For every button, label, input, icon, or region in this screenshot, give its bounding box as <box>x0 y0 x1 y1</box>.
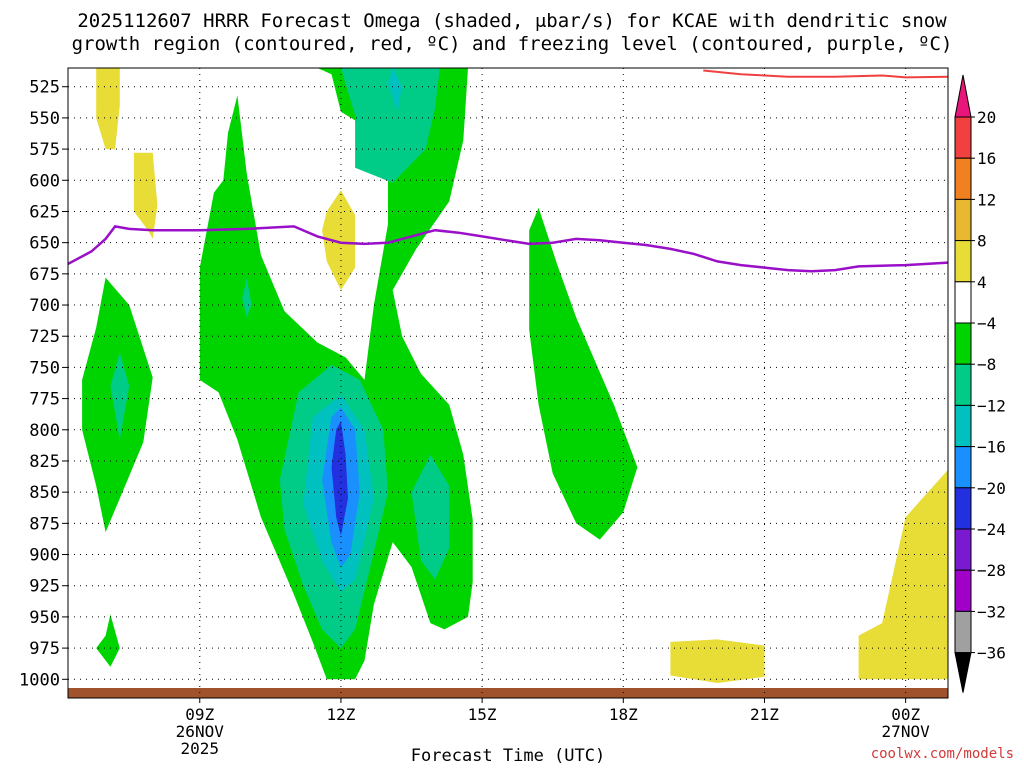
colorbar-label: −16 <box>977 438 1006 457</box>
colorbar-box-5 <box>954 322 972 365</box>
x-tick-label: 21Z <box>750 705 779 724</box>
x-tick-label: 12Z <box>326 705 355 724</box>
omega-region-10 <box>110 352 130 440</box>
ground-band <box>68 688 948 698</box>
colorbar-box-6 <box>954 363 972 406</box>
colorbar-label: 16 <box>977 149 996 168</box>
omega-region-0 <box>96 68 120 150</box>
omega-region-2 <box>322 190 356 291</box>
x-tick-label: 09Z <box>185 705 214 724</box>
y-tick-label: 925 <box>29 577 60 597</box>
x-tick-year: 2025 <box>180 739 219 758</box>
colorbar-label: −36 <box>977 644 1006 663</box>
x-axis-title-text: Forecast Time (UTC) <box>410 746 606 766</box>
omega-region-11 <box>242 277 252 318</box>
colorbar-box-11 <box>954 569 972 612</box>
omega-shading <box>82 68 948 683</box>
freezing-level-line <box>68 225 948 273</box>
y-tick-label: 600 <box>29 171 60 191</box>
omega-region-4 <box>858 469 948 680</box>
y-tick-label: 900 <box>29 546 60 566</box>
omega-region-17 <box>331 421 348 536</box>
omega-region-9 <box>340 68 440 183</box>
colorbar-box-12 <box>954 610 972 654</box>
colorbar-box-9 <box>954 487 972 530</box>
colorbar-label: −24 <box>977 520 1006 539</box>
dendritic-growth-line <box>703 69 948 79</box>
x-tick-label: 00Z <box>891 705 920 724</box>
plot-background <box>68 68 948 698</box>
y-tick-label: 700 <box>29 296 60 316</box>
contour-lines <box>68 69 948 273</box>
x-axis-title: Forecast Time (UTC) <box>0 746 1024 766</box>
colorbar-legend: 20 16 12 8 4 −4 −8 −12 −16 −20 −24 −28 −32 −36 <box>954 74 1006 693</box>
x-tick-label: 18Z <box>609 705 638 724</box>
colorbar-label: 4 <box>977 273 987 292</box>
y-tick-label: 575 <box>29 140 60 160</box>
colorbar-box-4 <box>954 281 972 324</box>
y-tick-label: 975 <box>29 639 60 659</box>
omega-region-3 <box>670 639 765 683</box>
colorbar-bottom-arrow <box>954 652 972 693</box>
colorbar-box-8 <box>954 446 972 489</box>
chart-title-line-2: growth region (contoured, red, ºC) and f… <box>71 33 953 55</box>
colorbar-label: 20 <box>977 108 996 127</box>
ground-surface <box>68 688 948 698</box>
y-tick-label: 725 <box>29 327 60 347</box>
y-axis: 525 550 575 600 625 650 675 700 725 750 775 800 825 8… <box>19 78 68 690</box>
y-tick-label: 775 <box>29 390 60 410</box>
y-tick-label: 675 <box>29 265 60 285</box>
colorbar-label: −20 <box>977 479 1006 498</box>
plot-frame <box>67 67 949 699</box>
colorbar-label: −12 <box>977 396 1006 415</box>
colorbar-label: −28 <box>977 561 1006 580</box>
x-tick-date: 27NOV <box>882 722 931 741</box>
colorbar-box-0 <box>954 116 972 159</box>
colorbar-label: −32 <box>977 602 1006 621</box>
omega-region-6 <box>96 614 120 667</box>
colorbar-box-3 <box>954 240 972 283</box>
y-tick-label: 950 <box>29 608 60 628</box>
y-tick-label: 875 <box>29 514 60 534</box>
y-tick-label: 825 <box>29 452 60 472</box>
y-tick-label: 800 <box>29 421 60 441</box>
y-tick-label: 650 <box>29 234 60 254</box>
y-tick-label: 1000 <box>19 670 60 690</box>
y-tick-label: 750 <box>29 358 60 378</box>
x-tick-date: 26NOV <box>176 722 225 741</box>
y-tick-label: 525 <box>29 78 60 98</box>
colorbar-box-2 <box>954 198 972 242</box>
colorbar-label: −8 <box>977 355 996 374</box>
omega-region-15 <box>388 68 403 112</box>
site-watermark: coolwx.com/models <box>870 746 1014 762</box>
y-tick-label: 550 <box>29 109 60 129</box>
colorbar-label: 8 <box>977 232 987 251</box>
omega-region-13 <box>411 454 450 580</box>
x-tick-label: 15Z <box>468 705 497 724</box>
colorbar-label: −4 <box>977 314 996 333</box>
colorbar-box-7 <box>954 404 972 448</box>
colorbar-label: 12 <box>977 190 996 209</box>
colorbar-box-1 <box>954 157 972 200</box>
colorbar-box-10 <box>954 528 972 571</box>
y-tick-label: 850 <box>29 483 60 503</box>
omega-region-8 <box>529 207 638 540</box>
colorbar-top-arrow <box>954 74 972 118</box>
y-tick-label: 625 <box>29 202 60 222</box>
chart-title-line-1: 2025112607 HRRR Forecast Omega (shaded, … <box>77 10 947 32</box>
omega-region-1 <box>133 152 158 239</box>
